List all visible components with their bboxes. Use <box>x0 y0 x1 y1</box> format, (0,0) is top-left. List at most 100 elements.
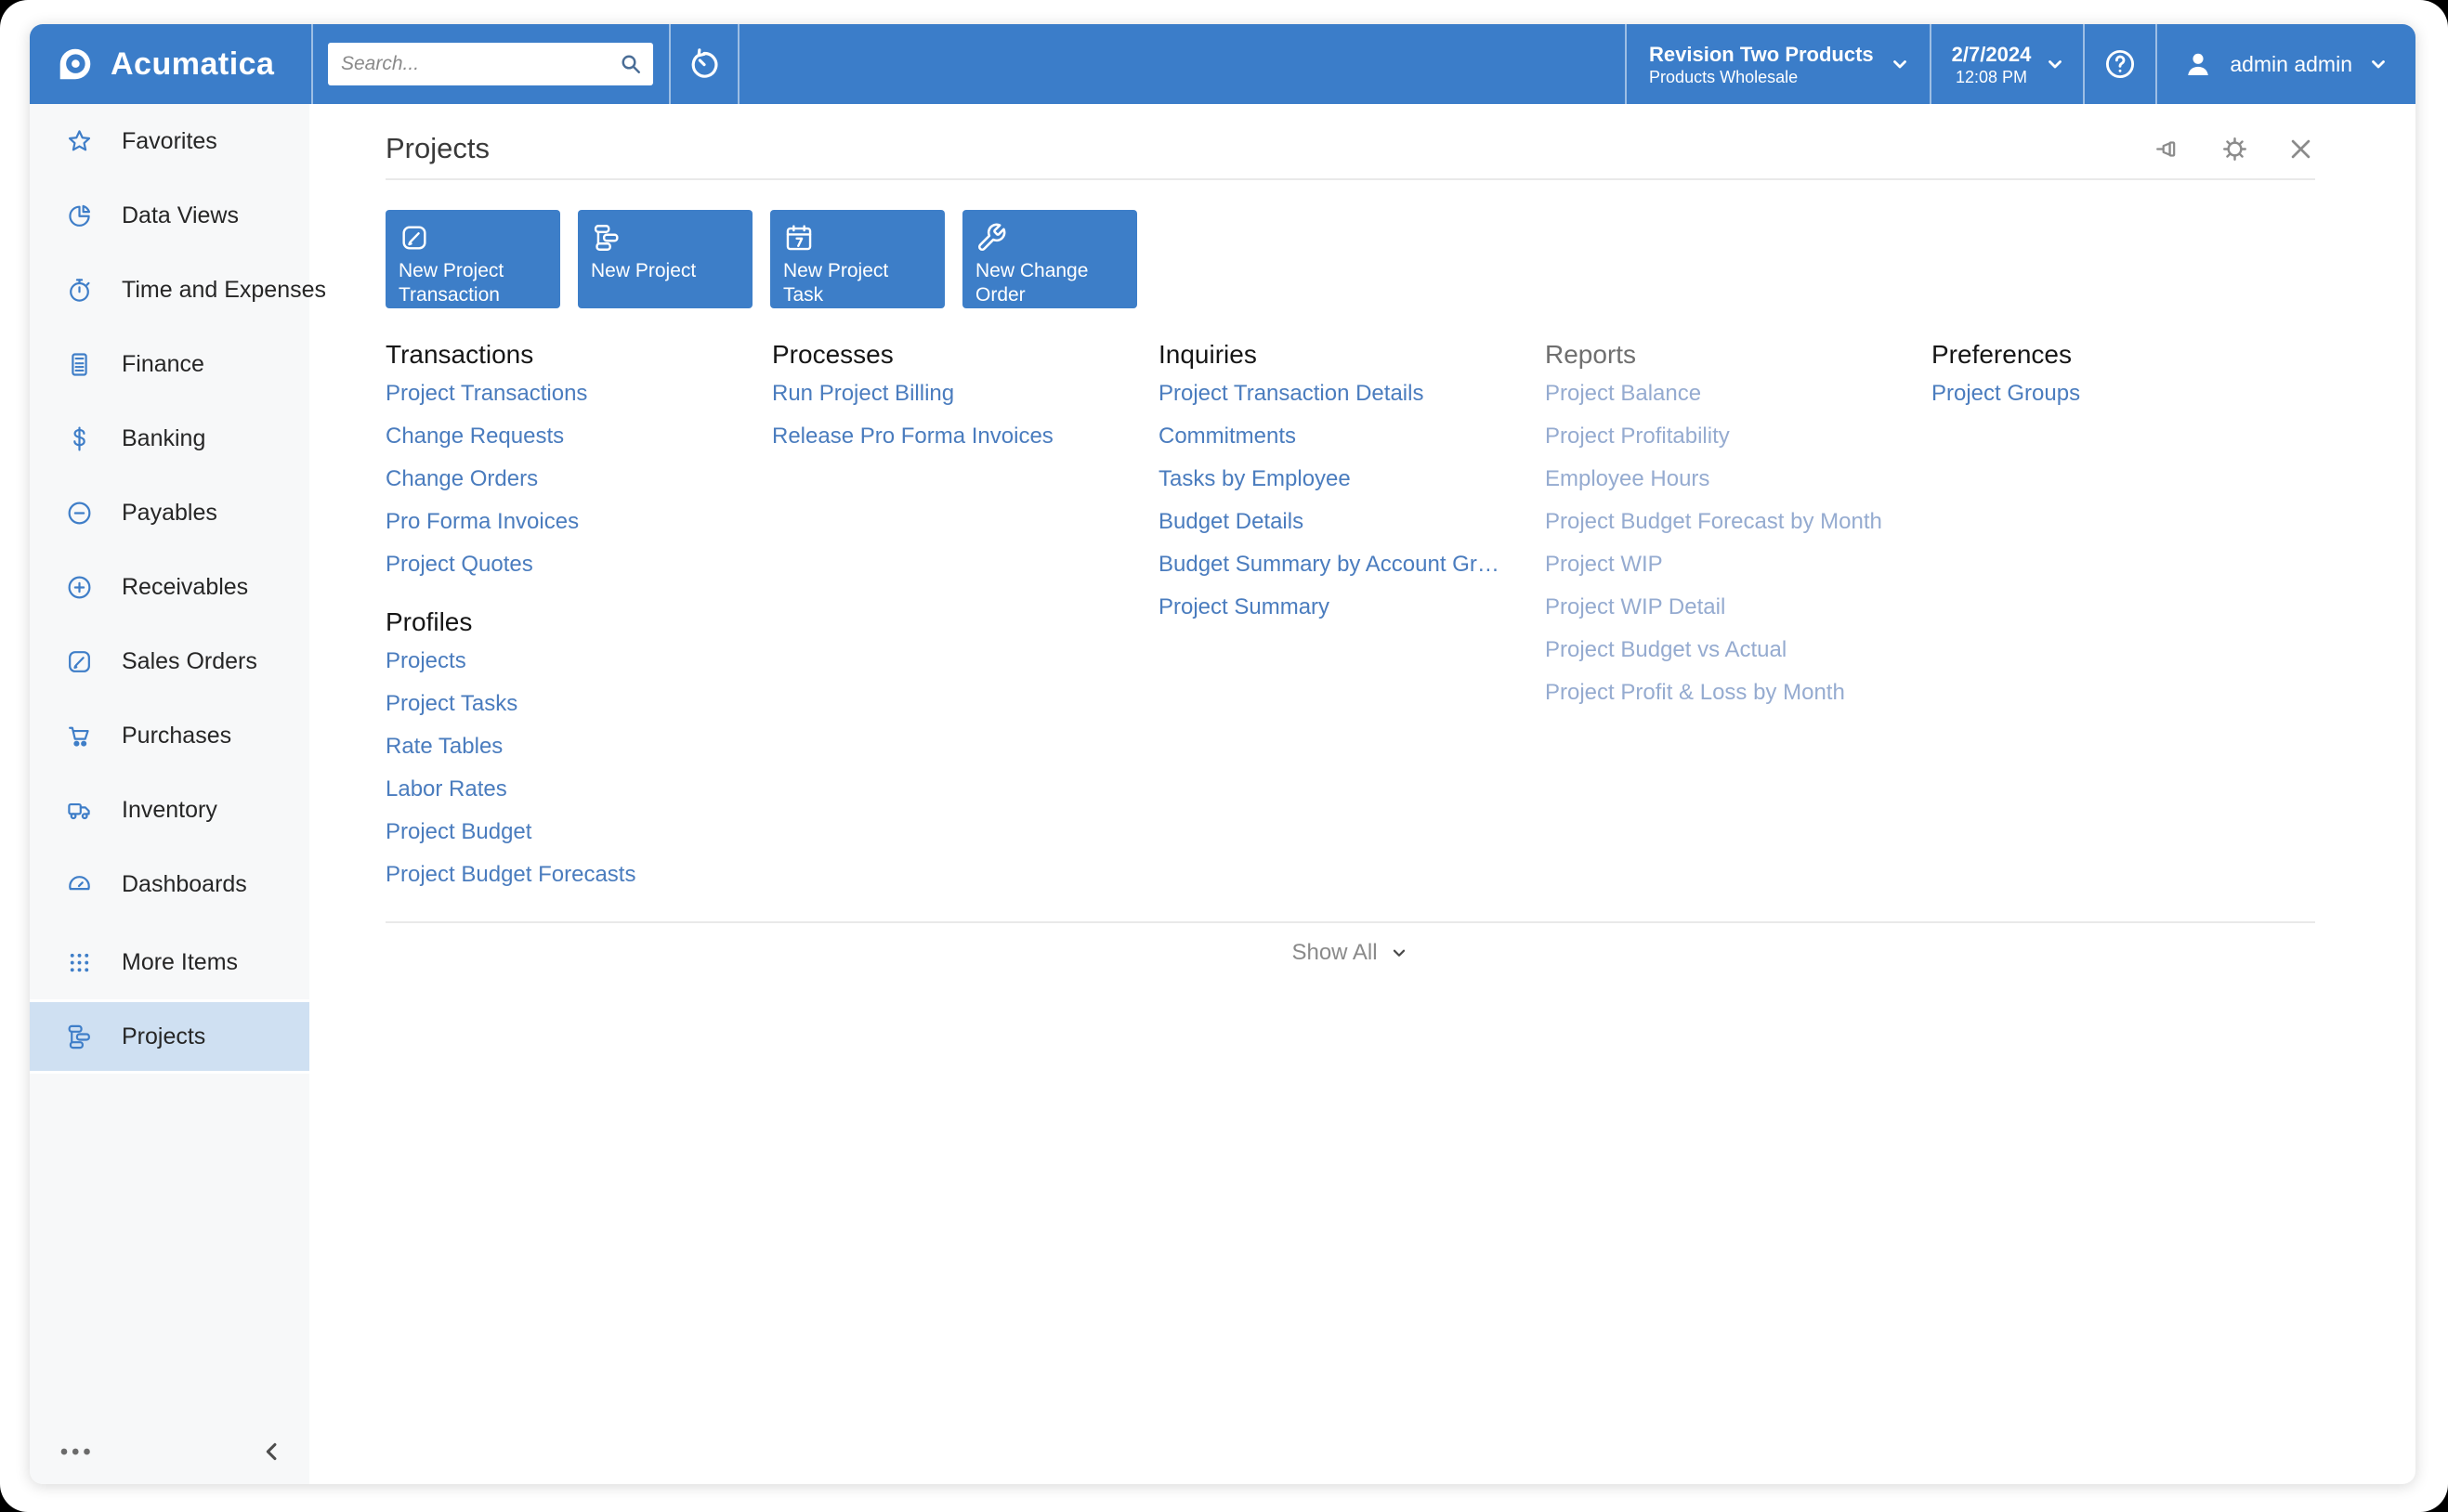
gear-icon[interactable] <box>2220 135 2249 163</box>
workspace-link[interactable]: Project Budget vs Actual <box>1545 637 1787 662</box>
business-time: 12:08 PM <box>1955 67 2028 86</box>
acumatica-window: Acumatica <box>30 24 2415 1484</box>
sidebar-item[interactable]: Purchases <box>30 698 309 773</box>
workspace-panel: Projects <box>309 104 2415 1484</box>
branch-name: Products Wholesale <box>1649 67 1799 86</box>
sidebar-item[interactable]: More Items <box>30 925 309 999</box>
workspace-link[interactable]: Budget Details <box>1159 509 1304 534</box>
business-date-selector[interactable]: 2/7/2024 12:08 PM <box>1931 24 2084 104</box>
workspace-link[interactable]: Project Profit & Loss by Month <box>1545 680 1845 705</box>
close-icon[interactable] <box>2286 135 2315 163</box>
quick-action-tile[interactable]: New Change Order <box>962 210 1137 308</box>
workspace-link[interactable]: Employee Hours <box>1545 466 1710 491</box>
workspace-link[interactable]: Project Balance <box>1545 381 1702 406</box>
workspace-link[interactable]: Pro Forma Invoices <box>386 509 580 534</box>
chevron-down-icon <box>1389 943 1409 963</box>
workspace-link[interactable]: Rate Tables <box>386 734 504 759</box>
sidebar-item[interactable]: Projects <box>30 999 309 1074</box>
dollar-icon <box>65 424 94 453</box>
topbar-divider <box>669 24 671 104</box>
quick-action-tile[interactable]: New Project Task <box>770 210 945 308</box>
topbar-divider <box>738 24 740 104</box>
sidebar-item-label: Data Views <box>122 202 239 228</box>
tile-label: New Project <box>591 260 697 281</box>
workspace-link[interactable]: Project Profitability <box>1545 424 1730 449</box>
section-title: Reports <box>1545 340 1637 369</box>
collapse-sidebar-chevron-left-icon[interactable] <box>259 1437 285 1466</box>
sidebar-item[interactable]: Payables <box>30 476 309 550</box>
sidebar-item[interactable]: Favorites <box>30 104 309 178</box>
topbar-spacer <box>740 24 1625 104</box>
tile-label: New Project Task <box>783 260 889 306</box>
cart-icon <box>65 722 94 750</box>
calendar-7-icon <box>783 222 815 254</box>
sidebar-item-label: Favorites <box>122 127 217 154</box>
workspace-link[interactable]: Change Orders <box>386 466 539 491</box>
time-tracking-button[interactable] <box>671 24 738 104</box>
show-all-divider <box>386 921 2315 923</box>
plus-circle-icon <box>65 573 94 602</box>
section-title: Processes <box>772 340 894 369</box>
company-name: Revision Two Products <box>1649 42 1874 66</box>
sidebar-item[interactable]: Dashboards <box>30 847 309 921</box>
workspace-link[interactable]: Release Pro Forma Invoices <box>772 424 1054 449</box>
business-date: 2/7/2024 <box>1951 42 2032 66</box>
workspace-link[interactable]: Project Transactions <box>386 381 588 406</box>
workspace-link[interactable]: Projects <box>386 648 466 673</box>
workspace-link[interactable]: Project Quotes <box>386 552 533 577</box>
search-icon[interactable] <box>618 51 644 77</box>
acumatica-logo[interactable]: Acumatica <box>30 24 311 104</box>
logo-text: Acumatica <box>111 46 275 82</box>
body: Favorites Data Views Time and Expenses <box>30 104 2415 1484</box>
workspace-link[interactable]: Project Budget <box>386 819 532 844</box>
quick-action-tile[interactable]: New Project <box>578 210 753 308</box>
workspace-link[interactable]: Change Requests <box>386 424 565 449</box>
workspace-link[interactable]: Project Transaction Details <box>1159 381 1424 406</box>
more-options-button[interactable] <box>58 1440 97 1464</box>
workspace-link[interactable]: Project Groups <box>1931 381 2081 406</box>
gauge-icon <box>65 870 94 899</box>
sidebar-item[interactable]: Data Views <box>30 178 309 253</box>
company-branch-selector[interactable]: Revision Two Products Products Wholesale <box>1627 24 1930 104</box>
sidebar-item-label: More Items <box>122 948 239 975</box>
help-button[interactable] <box>2085 24 2155 104</box>
workspace-link[interactable]: Budget Summary by Account Gr… <box>1159 552 1499 577</box>
workspace-link[interactable]: Project Summary <box>1159 594 1330 619</box>
workspace-link[interactable]: Project Tasks <box>386 691 518 716</box>
sidebar-item-label: Projects <box>122 1023 206 1049</box>
section-title: Inquiries <box>1159 340 1257 369</box>
user-name: admin admin <box>2230 51 2352 76</box>
topbar-divider <box>1929 24 1931 104</box>
sidebar-item[interactable]: Time and Expenses <box>30 253 326 327</box>
workspace-link[interactable]: Project WIP Detail <box>1545 594 1726 619</box>
gantt-icon <box>65 1023 94 1051</box>
search-input[interactable] <box>328 43 653 85</box>
pencil-square-icon <box>399 222 430 254</box>
workspace-link[interactable]: Tasks by Employee <box>1159 466 1351 491</box>
show-all-label: Show All <box>1291 940 1378 965</box>
section-title: Transactions <box>386 340 534 369</box>
topbar-divider <box>2083 24 2086 104</box>
top-bar: Acumatica <box>30 24 2415 104</box>
workspace-link[interactable]: Project Budget Forecasts <box>386 862 636 887</box>
workspace-link[interactable]: Project WIP <box>1545 552 1663 577</box>
chevron-down-icon <box>2367 53 2389 75</box>
show-all-button[interactable]: Show All <box>386 940 2315 966</box>
workspace-link[interactable]: Run Project Billing <box>772 381 955 406</box>
grid-dots-icon <box>65 948 94 977</box>
sidebar-item[interactable]: Sales Orders <box>30 624 309 698</box>
section-profiles: Profiles Projects Project Tasks Rate Table… <box>386 607 772 886</box>
workspace-link[interactable]: Commitments <box>1159 424 1297 449</box>
sidebar-item[interactable]: Banking <box>30 401 309 476</box>
workspace-link[interactable]: Project Budget Forecast by Month <box>1545 509 1882 534</box>
quick-action-tile[interactable]: New Project Transaction <box>386 210 560 308</box>
sidebar-item[interactable]: Inventory <box>30 773 309 847</box>
sidebar-item[interactable]: Receivables <box>30 550 309 624</box>
workspace-link[interactable]: Labor Rates <box>386 776 507 802</box>
user-menu[interactable]: admin admin <box>2157 24 2415 104</box>
pin-icon[interactable] <box>2154 135 2183 163</box>
sidebar-item-label: Sales Orders <box>122 647 257 674</box>
section-title: Profiles <box>386 607 473 636</box>
sidebar-item[interactable]: Finance <box>30 327 309 401</box>
